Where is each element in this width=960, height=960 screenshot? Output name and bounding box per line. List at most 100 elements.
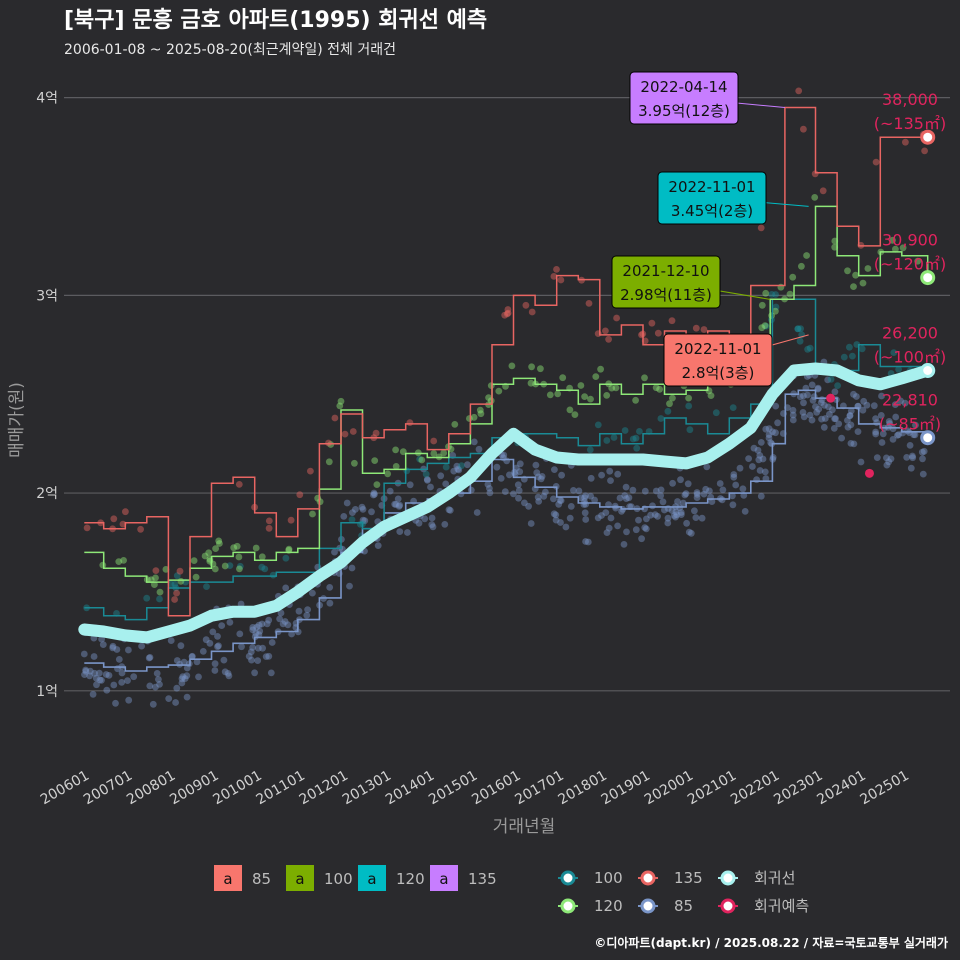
scatter-point-85 [153, 670, 161, 677]
scatter-point-85 [815, 405, 823, 413]
scatter-point-135 [265, 524, 273, 532]
scatter-point-85 [730, 473, 738, 481]
scatter-point-85 [165, 695, 173, 702]
scatter-point-100 [458, 462, 465, 470]
scatter-point-100 [664, 407, 672, 415]
scatter-point-85 [224, 670, 232, 677]
scatter-point-85 [774, 419, 781, 427]
scatter-point-120 [603, 392, 611, 399]
scatter-point-85 [277, 609, 285, 617]
scatter-point-85 [309, 589, 316, 597]
legend-line-label: 120 [594, 897, 623, 915]
scatter-point-85 [623, 528, 630, 536]
scatter-point-120 [152, 574, 159, 582]
scatter-point-85 [423, 476, 431, 483]
callout-labels: 2022-04-143.95억(12층)2022-11-013.45억(2층)2… [611, 71, 809, 387]
scatter-point-85 [149, 700, 157, 708]
scatter-point-85 [847, 440, 855, 447]
scatter-point-135 [122, 508, 129, 516]
scatter-point-120 [758, 324, 766, 332]
scatter-point-120 [336, 402, 344, 410]
scatter-point-85 [870, 402, 878, 410]
scatter-point-120 [230, 544, 238, 552]
scatter-point-85 [113, 646, 121, 653]
scatter-point-85 [173, 657, 181, 664]
scatter-point-100 [632, 434, 640, 442]
scatter-point-120 [508, 362, 516, 370]
scatter-point-85 [681, 491, 689, 499]
scatter-point-85 [606, 467, 614, 475]
scatter-point-85 [664, 514, 672, 522]
end-label-area: (~85㎡) [879, 415, 941, 434]
scatter-point-85 [765, 425, 773, 432]
scatter-point-85 [281, 618, 289, 625]
scatter-point-85 [729, 492, 736, 500]
scatter-point-85 [598, 471, 605, 479]
scatter-point-100 [895, 366, 902, 373]
scatter-point-85 [532, 461, 540, 469]
scatter-point-120 [889, 236, 896, 244]
credit-line: ©디아파트(dapt.kr) / 2025.08.22 / 자료=국토교통부 실… [594, 935, 948, 950]
scatter-point-85 [629, 486, 637, 494]
scatter-point-85 [677, 476, 684, 484]
scatter-point-85 [873, 454, 881, 461]
scatter-point-85 [484, 481, 492, 488]
scatter-point-85 [575, 487, 583, 495]
scatter-point-85 [830, 425, 838, 432]
scatter-point-120 [772, 307, 779, 315]
scatter-point-85 [396, 501, 404, 509]
scatter-point-85 [618, 508, 625, 515]
scatter-point-85 [515, 494, 522, 502]
scatter-point-85 [664, 519, 672, 527]
scatter-point-85 [555, 500, 563, 508]
scatter-point-85 [82, 666, 89, 674]
scatter-point-85 [551, 466, 558, 473]
scatter-point-100 [890, 349, 898, 356]
scatter-point-85 [703, 463, 711, 471]
scatter-point-120 [392, 463, 400, 470]
scatter-point-85 [745, 455, 752, 462]
scatter-point-135 [528, 308, 536, 316]
scatter-point-100 [422, 470, 430, 478]
scatter-point-85 [263, 620, 271, 628]
end-label-value: 22,810 [882, 391, 938, 410]
scatter-point-120 [685, 394, 692, 402]
scatter-point-85 [817, 399, 825, 406]
end-label-area: (~135㎡) [874, 114, 946, 133]
series-line-85 [84, 389, 929, 672]
legend-line-label: 회귀선 [754, 869, 795, 887]
scatter-point-120 [546, 391, 554, 399]
scatter-point-85 [824, 376, 832, 384]
scatter-point-85 [514, 481, 522, 489]
scatter-point-85 [863, 401, 871, 409]
scatter-point-100 [258, 563, 266, 571]
scatter-point-85 [521, 499, 528, 507]
scatter-point-100 [834, 382, 841, 389]
scatter-point-120 [798, 262, 805, 270]
scatter-point-85 [467, 486, 475, 494]
scatter-point-85 [542, 488, 549, 496]
scatter-point-100 [416, 455, 424, 463]
legend-line-marker [720, 870, 736, 886]
scatter-point-85 [453, 462, 461, 470]
scatter-point-85 [486, 489, 494, 497]
scatter-point-85 [757, 492, 765, 500]
scatter-point-85 [769, 428, 776, 436]
scatter-point-85 [654, 512, 661, 520]
scatter-point-120 [761, 322, 769, 329]
scatter-point-85 [674, 498, 681, 505]
scatter-point-85 [907, 464, 915, 472]
scatter-point-135 [341, 430, 349, 438]
scatter-point-85 [716, 480, 724, 487]
scatter-point-85 [295, 607, 303, 615]
scatter-point-100 [797, 325, 804, 333]
scatter-point-85 [854, 428, 862, 435]
callout-2022-11-01: 2022-11-01 3.45억(2층) [657, 171, 809, 225]
scatter-point-85 [909, 452, 916, 460]
scatter-point-85 [178, 675, 186, 683]
scatter-point-85 [789, 411, 797, 419]
scatter-point-85 [887, 455, 895, 463]
series-line-135 [84, 106, 928, 617]
scatter-point-85 [415, 519, 423, 527]
scatter-point-85 [95, 669, 103, 677]
